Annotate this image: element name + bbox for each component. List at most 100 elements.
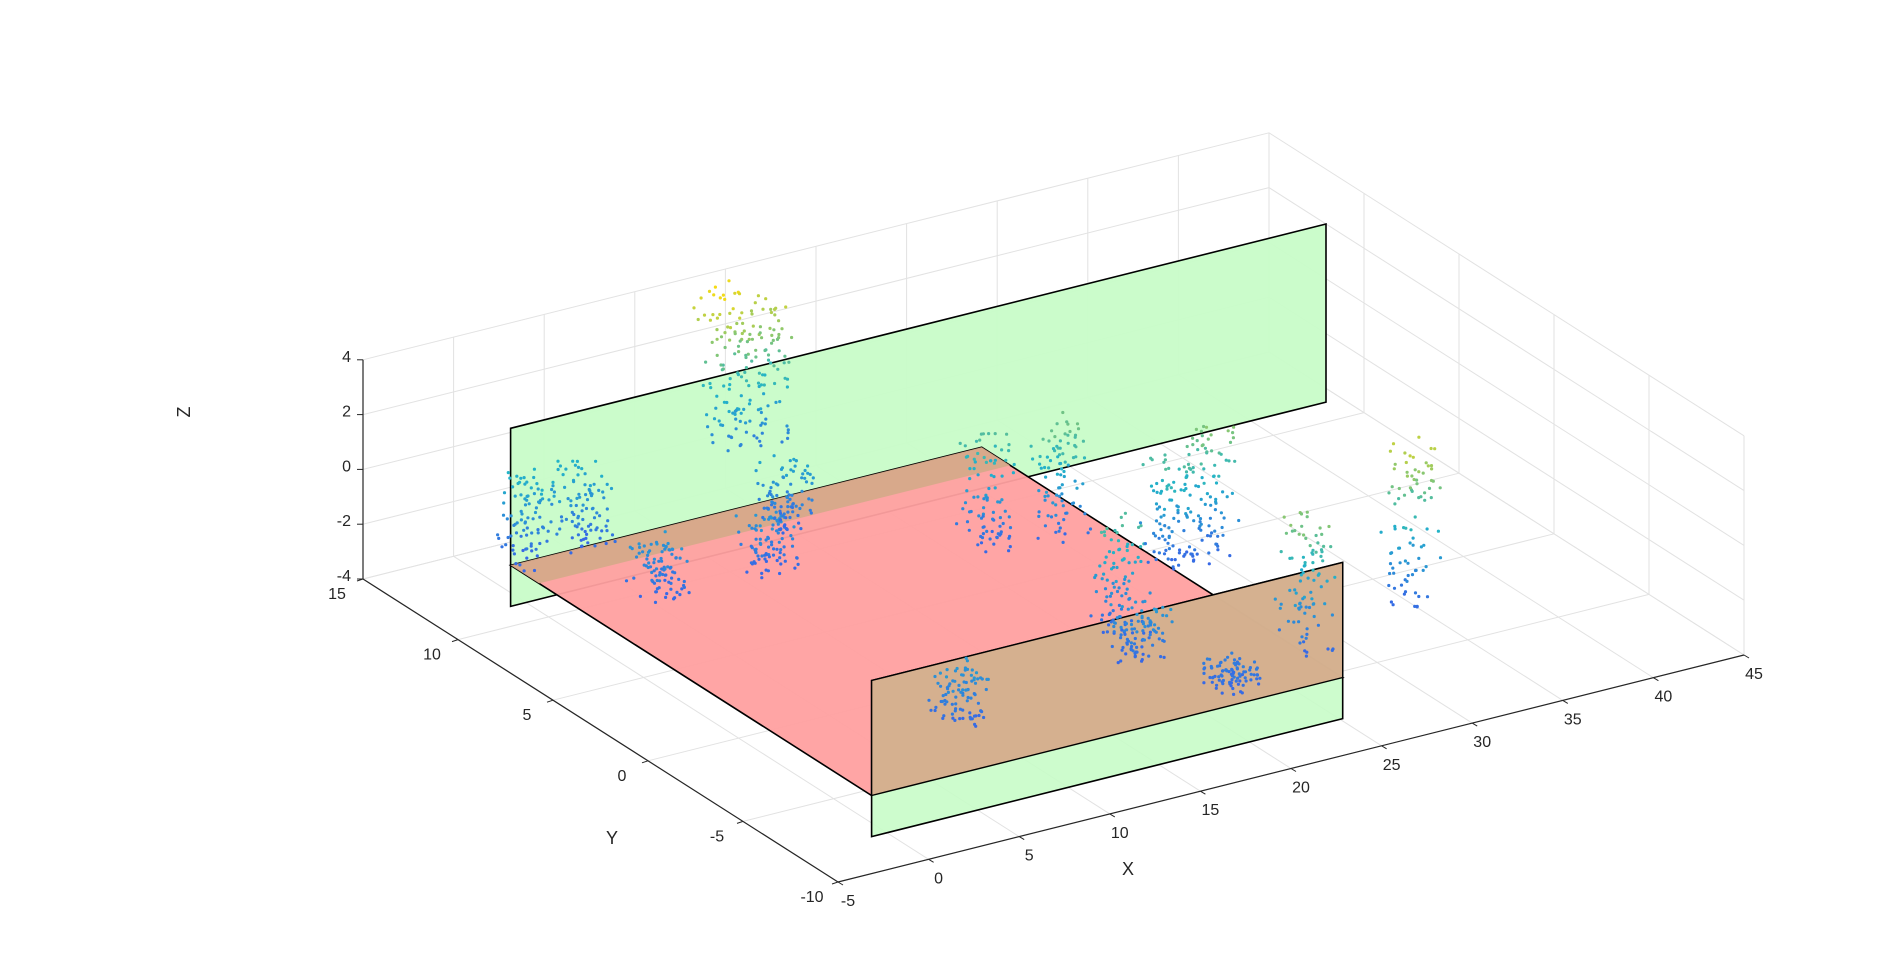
point (710, 433, 714, 437)
point (728, 383, 732, 387)
point (606, 519, 610, 523)
point (1061, 410, 1065, 415)
point (536, 531, 540, 535)
point (1162, 655, 1166, 660)
point (1282, 515, 1286, 519)
point (770, 543, 774, 547)
point (713, 285, 718, 289)
point (1008, 526, 1013, 530)
point (1140, 659, 1144, 663)
point (731, 411, 735, 415)
point (1238, 674, 1242, 678)
point (715, 316, 720, 320)
point (673, 596, 677, 600)
point (1319, 548, 1324, 552)
point (771, 523, 775, 527)
y-tick-label: 5 (523, 707, 532, 724)
point (532, 467, 537, 471)
point (798, 506, 802, 511)
point (803, 468, 807, 473)
point (758, 325, 763, 329)
point (1405, 579, 1409, 584)
point (1038, 454, 1042, 459)
point (576, 533, 581, 537)
point (1196, 484, 1201, 489)
point (1299, 512, 1304, 516)
point (511, 548, 515, 552)
point (1408, 454, 1412, 458)
point (968, 477, 972, 481)
point (788, 459, 792, 463)
point (1185, 444, 1189, 449)
point (775, 519, 780, 523)
point (772, 364, 776, 368)
point (1128, 596, 1132, 601)
point (1387, 491, 1391, 495)
point (772, 454, 776, 458)
point (1311, 568, 1315, 572)
point (1252, 660, 1257, 664)
point (586, 541, 590, 545)
point (993, 486, 997, 490)
point (1154, 519, 1159, 523)
point (934, 705, 938, 710)
point (972, 714, 977, 718)
point (523, 521, 527, 525)
point (661, 543, 666, 548)
point (1107, 550, 1112, 554)
point (1153, 623, 1157, 627)
point (1302, 564, 1306, 568)
point (546, 529, 550, 533)
point (785, 377, 790, 381)
point (1140, 616, 1144, 620)
point (710, 340, 714, 344)
point (680, 547, 684, 551)
point (1177, 551, 1181, 555)
point (1105, 630, 1109, 634)
point (1210, 531, 1214, 535)
grid-line (1268, 296, 1745, 601)
point (1402, 493, 1407, 497)
point (1411, 543, 1415, 547)
point (766, 358, 771, 362)
point (1060, 467, 1064, 471)
point (1109, 603, 1113, 607)
point (1241, 665, 1245, 669)
point (1137, 525, 1141, 530)
point (958, 441, 962, 445)
grid-line (996, 419, 1473, 724)
point (1149, 484, 1154, 488)
point (781, 475, 785, 479)
point (650, 578, 654, 583)
point (1221, 669, 1225, 673)
point (1410, 573, 1415, 577)
point (746, 352, 750, 356)
point (1109, 538, 1113, 542)
point (1152, 489, 1156, 493)
point (551, 480, 555, 484)
point (768, 489, 772, 493)
point (1419, 495, 1423, 499)
point (1105, 595, 1109, 599)
point (789, 534, 793, 538)
point (1076, 427, 1081, 431)
point (1162, 639, 1166, 643)
point (733, 332, 737, 336)
point (1133, 560, 1137, 564)
point (1100, 613, 1104, 617)
z-tick-label: -4 (337, 568, 351, 585)
point (1119, 515, 1123, 520)
point (750, 526, 754, 530)
point (1110, 567, 1114, 571)
point (1055, 472, 1059, 476)
point (1162, 507, 1167, 511)
point (1147, 636, 1151, 640)
point (638, 594, 643, 599)
point (728, 377, 732, 381)
point (1011, 471, 1016, 475)
point (1048, 459, 1053, 463)
point (1060, 499, 1064, 503)
point (1061, 540, 1065, 545)
point (1057, 486, 1061, 490)
